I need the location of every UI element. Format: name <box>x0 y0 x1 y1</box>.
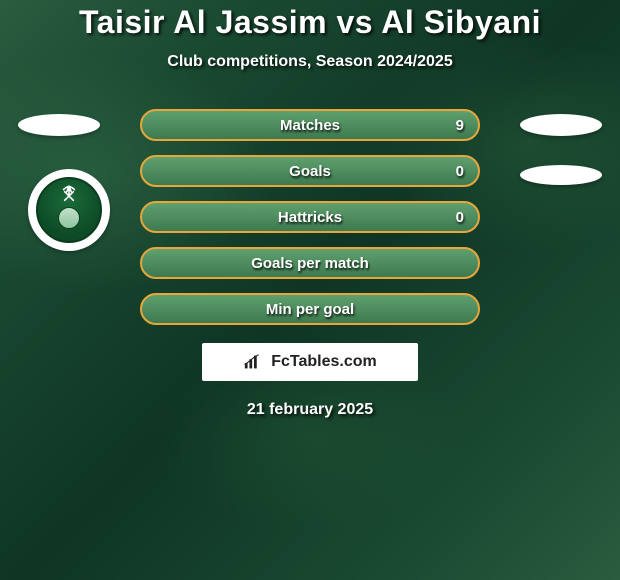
stat-row-hattricks: Hattricks 0 <box>140 201 480 233</box>
club-crest-icon <box>36 177 102 243</box>
left-club-badge <box>28 169 110 251</box>
branding-panel: FcTables.com <box>202 343 418 381</box>
stat-row-min-per-goal: Min per goal <box>140 293 480 325</box>
globe-icon <box>58 207 80 229</box>
page-subtitle: Club competitions, Season 2024/2025 <box>167 53 452 71</box>
stat-label: Goals per match <box>251 255 369 272</box>
stat-value-right: 0 <box>456 163 464 180</box>
comparison-card: Taisir Al Jassim vs Al Sibyani Club comp… <box>0 0 620 580</box>
left-player-placeholder-icon <box>18 114 100 136</box>
right-player-placeholder-icon <box>520 114 602 136</box>
stat-label: Min per goal <box>266 301 354 318</box>
right-club-placeholder-icon <box>520 165 602 185</box>
branding-text: FcTables.com <box>271 353 377 371</box>
stat-value-right: 9 <box>456 117 464 134</box>
stat-row-goals-per-match: Goals per match <box>140 247 480 279</box>
date-label: 21 february 2025 <box>247 401 373 419</box>
stat-label: Hattricks <box>278 209 342 226</box>
stat-value-right: 0 <box>456 209 464 226</box>
stat-row-matches: Matches 9 <box>140 109 480 141</box>
page-title: Taisir Al Jassim vs Al Sibyani <box>79 4 541 41</box>
bar-chart-icon <box>243 353 265 371</box>
stat-label: Matches <box>280 117 340 134</box>
comparison-body: Matches 9 Goals 0 Hattricks 0 Goals per … <box>0 109 620 419</box>
palm-swords-icon <box>56 183 82 209</box>
stat-pill-list: Matches 9 Goals 0 Hattricks 0 Goals per … <box>140 109 480 325</box>
stat-label: Goals <box>289 163 331 180</box>
stat-row-goals: Goals 0 <box>140 155 480 187</box>
